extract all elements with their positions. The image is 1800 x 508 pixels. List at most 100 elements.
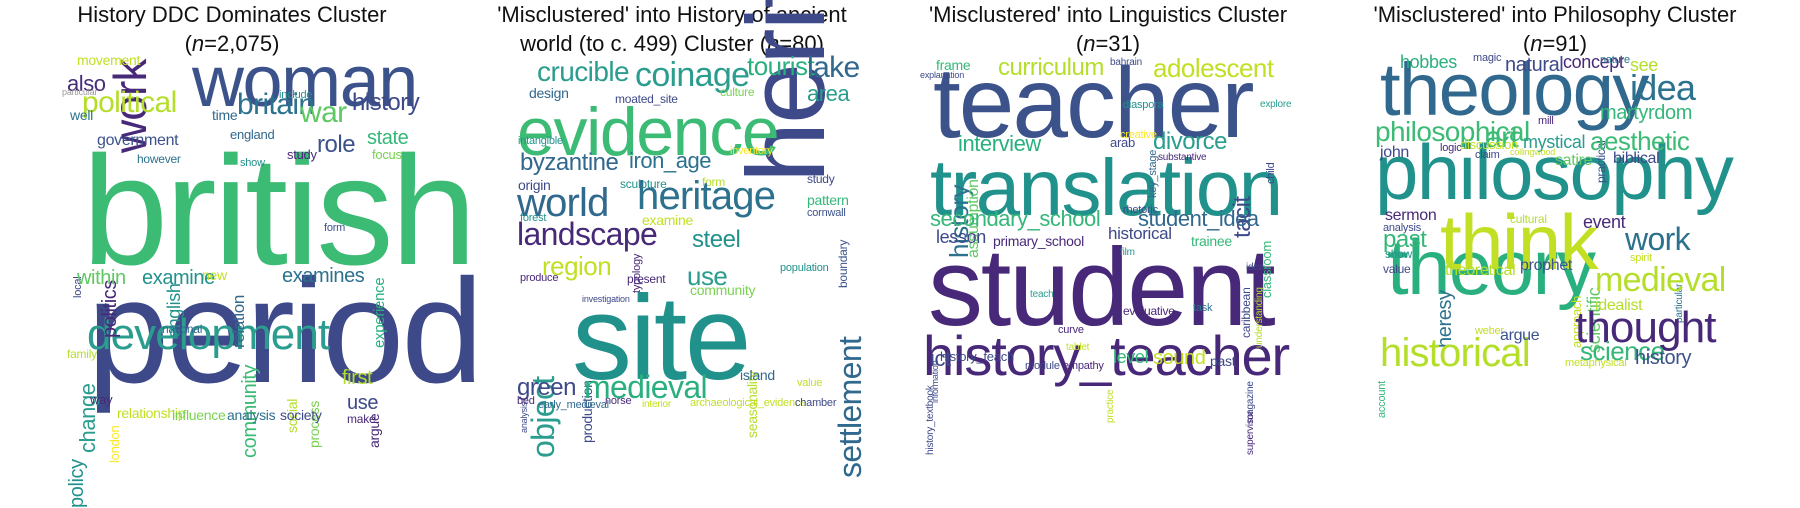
cloud-word: medieval — [1595, 261, 1726, 299]
cloud-word: rhetoric — [1123, 204, 1158, 216]
cloud-word: island — [740, 367, 775, 383]
cloud-word: pattern — [807, 192, 849, 208]
wordcloud-panel-ancient-world: 'Misclustered' into History of ancient w… — [462, 0, 882, 478]
word-cloud: heritage site evidence cruciblecoinagetouri… — [462, 0, 882, 478]
cloud-word: prophet — [1520, 257, 1573, 274]
cloud-word: work — [1625, 221, 1691, 257]
cloud-word: present — [627, 272, 666, 286]
cloud-word: political — [82, 86, 177, 119]
cloud-word: creative — [1120, 129, 1157, 141]
cloud-word: government — [97, 132, 179, 149]
cloud-word: study — [287, 147, 317, 162]
cloud-word: sound — [1153, 347, 1206, 369]
cloud-word: history_textbook — [925, 385, 936, 455]
cloud-word: archaeological_evidence — [690, 397, 807, 409]
wordcloud-panel-history: History DDC Dominates Cluster (n=2,075) … — [22, 0, 484, 508]
cloud-word: steel — [692, 226, 741, 253]
cloud-word: boundary — [836, 239, 850, 288]
cloud-word: evidence — [517, 94, 780, 170]
cloud-word: state — [367, 127, 409, 149]
cloud-word: logic — [1440, 142, 1462, 154]
cloud-word: make — [347, 412, 376, 426]
cloud-word: way — [90, 392, 113, 407]
cloud-word: lesson — [936, 227, 986, 247]
cloud-word: see — [1630, 55, 1658, 75]
cloud-word: population — [780, 262, 829, 274]
cloud-word: history — [352, 89, 420, 116]
cloud-word: sermon — [1385, 207, 1437, 224]
cloud-word: theory — [1387, 223, 1596, 311]
cloud-word: explanation — [920, 70, 965, 80]
cloud-word: task — [1193, 302, 1213, 314]
cloud-word: development — [87, 310, 330, 359]
cloud-word: nature — [1600, 54, 1630, 66]
cloud-word: tablet — [1066, 342, 1090, 353]
cloud-word: relation — [229, 294, 248, 348]
panel-title: 'Misclustered' into Linguistics Cluster … — [898, 0, 1318, 58]
cloud-word: form — [702, 175, 726, 189]
cloud-word: chamber — [795, 397, 837, 409]
cloud-word: investigation — [582, 294, 630, 304]
cloud-word: primary_school — [993, 233, 1085, 249]
cloud-word: show — [1385, 247, 1413, 261]
cloud-word: empathy — [1063, 360, 1104, 372]
word-cloud: british period woman work development politic… — [22, 46, 484, 508]
cloud-word: cultural — [1510, 212, 1547, 226]
cloud-word: argue — [1500, 327, 1540, 344]
cloud-word: interior — [642, 399, 671, 410]
cloud-word: secondary_school — [930, 206, 1101, 231]
cloud-word: explore — [1260, 99, 1292, 110]
cloud-word: show — [240, 157, 265, 169]
cloud-word: london — [107, 425, 122, 463]
cloud-word: satire — [1555, 152, 1593, 169]
cloud-word: particular — [62, 87, 98, 97]
cloud-word: cornwall — [807, 207, 846, 219]
cloud-word: value — [797, 377, 823, 389]
cloud-word: biblical — [1613, 150, 1660, 167]
cloud-word: green — [517, 374, 576, 401]
cloud-word: event — [1583, 212, 1626, 232]
cloud-word: interview — [958, 131, 1041, 156]
cloud-word: ict — [930, 346, 951, 371]
cloud-word: movement — [77, 52, 141, 68]
cloud-word: supervisor — [1245, 410, 1256, 455]
cloud-word: magic — [1473, 52, 1502, 64]
cloud-word: history_teacher — [923, 324, 1290, 387]
cloud-word: mystical — [1523, 132, 1586, 152]
word-cloud: theology philosophy theory think hobbes magic… — [1345, 53, 1765, 450]
cloud-word: discussion — [1460, 137, 1519, 152]
cloud-word: norse — [605, 395, 632, 407]
cloud-word: caribbean — [1239, 287, 1253, 338]
cloud-word: inventory — [730, 145, 773, 157]
cloud-word: moated_site — [615, 92, 678, 106]
cloud-word: aesthetic — [1590, 126, 1690, 156]
cloud-word: divorce — [1153, 128, 1228, 155]
cloud-word: historical — [1108, 224, 1172, 243]
cloud-word: policy — [66, 459, 88, 508]
cloud-word: john — [1380, 144, 1409, 161]
cloud-word: influence — [172, 407, 226, 423]
cloud-word: world — [517, 181, 609, 225]
cloud-word: diaspora — [1123, 99, 1164, 111]
cloud-word: philosophy — [1375, 128, 1734, 216]
cloud-word: historical — [1380, 331, 1531, 375]
cloud-word: use — [687, 261, 728, 291]
cloud-word: analysis — [227, 407, 276, 423]
cloud-word: understanding — [1254, 287, 1265, 348]
panel-title-line1: 'Misclustered' into Philosophy Cluster — [1373, 2, 1737, 27]
cloud-word: philosophical — [1375, 116, 1530, 147]
cloud-word: curriculum — [998, 54, 1104, 81]
cloud-word: region — [542, 251, 612, 281]
cloud-word: society — [280, 407, 322, 423]
cloud-word: module — [1025, 360, 1060, 372]
cloud-word: arab — [1110, 135, 1135, 150]
cloud-word: think — [1440, 198, 1599, 286]
cloud-word: war — [300, 96, 347, 129]
cloud-word: account — [1376, 381, 1388, 418]
cloud-word: examine — [142, 267, 215, 289]
cloud-word: iron_age — [629, 148, 712, 173]
cloud-word: theology — [1380, 48, 1649, 131]
cloud-word: within — [77, 267, 126, 289]
cloud-word: child — [1265, 162, 1277, 184]
cloud-word: produce — [520, 272, 559, 284]
